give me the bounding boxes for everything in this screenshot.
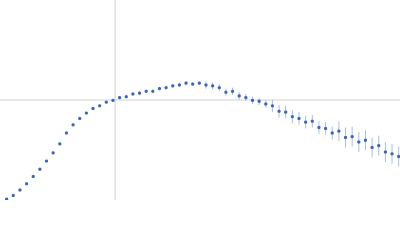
data-point <box>377 144 381 148</box>
data-point <box>244 96 248 100</box>
data-point <box>337 129 341 133</box>
data-point <box>330 131 334 135</box>
data-point <box>363 138 368 142</box>
data-point <box>191 82 195 86</box>
data-point <box>58 142 62 146</box>
data-point <box>131 92 135 96</box>
data-point <box>18 188 22 192</box>
data-point <box>157 86 162 91</box>
data-point <box>177 83 182 87</box>
page: {"chart_data": { "type": "scatter", "xli… <box>0 0 400 200</box>
data-point <box>397 154 400 159</box>
data-point <box>250 98 255 102</box>
data-point <box>211 84 215 88</box>
data-point <box>284 110 288 114</box>
data-point <box>343 135 348 140</box>
data-point <box>350 134 354 139</box>
data-point <box>137 91 142 95</box>
data-point <box>78 116 82 121</box>
data-point <box>257 99 261 103</box>
data-point <box>24 182 29 186</box>
data-point <box>357 140 361 144</box>
data-point <box>44 159 49 163</box>
data-point <box>290 115 294 119</box>
data-point <box>310 119 314 123</box>
data-point <box>91 106 95 111</box>
data-point <box>111 98 115 102</box>
data-point <box>151 89 155 93</box>
data-point <box>31 174 35 179</box>
chart <box>0 0 400 200</box>
data-point <box>5 197 9 200</box>
data-point <box>98 104 102 108</box>
data-point <box>64 131 69 135</box>
data-point <box>390 152 394 156</box>
data-point <box>171 84 175 88</box>
data-point <box>11 193 15 198</box>
data-point <box>304 120 308 124</box>
data-point <box>118 96 122 100</box>
data-point <box>297 116 301 121</box>
data-point <box>184 81 188 85</box>
data-point <box>323 126 328 131</box>
data-point <box>270 104 275 108</box>
data-point <box>224 90 228 94</box>
data-point <box>230 89 235 93</box>
data-point <box>383 150 387 154</box>
data-point <box>38 167 42 171</box>
data-point <box>217 86 221 90</box>
data-point <box>197 81 201 85</box>
data-point <box>124 95 128 99</box>
data-point <box>164 86 168 90</box>
data-point <box>51 151 55 155</box>
data-point <box>84 111 88 115</box>
data-point <box>370 145 374 150</box>
data-point <box>71 123 75 127</box>
data-point <box>264 102 268 106</box>
data-point <box>144 89 148 93</box>
data-point <box>317 125 321 130</box>
data-point <box>237 94 241 98</box>
data-point <box>104 100 108 104</box>
data-point <box>277 109 281 113</box>
data-point <box>204 83 208 87</box>
